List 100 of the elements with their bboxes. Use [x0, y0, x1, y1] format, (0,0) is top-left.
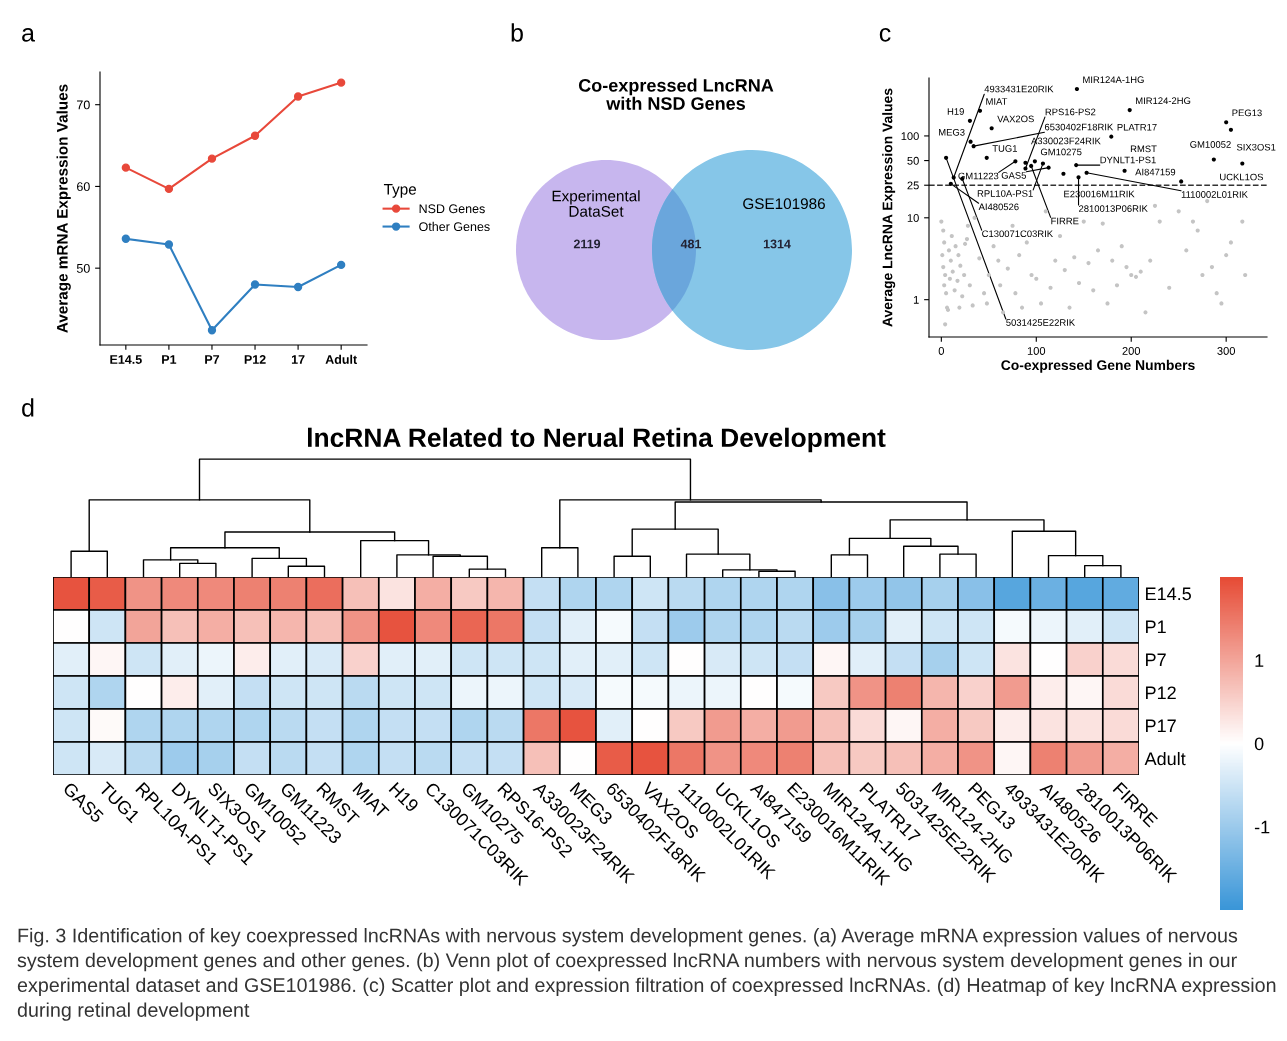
point: [977, 108, 983, 113]
annotation: 5031425E22RIK: [1006, 319, 1076, 326]
y-axis-title: Average mRNA Expression Values: [56, 84, 71, 333]
text: b: [511, 23, 523, 42]
point: [1074, 163, 1079, 168]
annotation: AI847159: [1135, 168, 1176, 176]
data-label: 1314: [763, 239, 791, 249]
point: [989, 126, 994, 131]
legend-title: Type: [383, 184, 417, 198]
y-axis-title: Average LncRNA Expression Values: [882, 88, 896, 327]
point: [207, 154, 217, 163]
point: [207, 326, 217, 335]
annotation: 4933431E20RIK: [984, 85, 1054, 93]
text: d: [22, 398, 34, 417]
annotation: MEG3: [939, 128, 965, 136]
x-tick-label: H19: [388, 781, 420, 813]
y-tick-label: P17: [1146, 719, 1176, 733]
x-tick-label: 100: [1027, 347, 1046, 355]
annotation: PEG13: [1232, 109, 1262, 117]
annotation: MIR124A-1HG: [1083, 76, 1144, 83]
point: [336, 78, 346, 87]
annotation: 2810013P06RIK: [1079, 205, 1148, 212]
point: [1240, 161, 1245, 166]
annotation: 6530402F18RIK: [1044, 123, 1114, 131]
y-tick-label: 50: [907, 156, 919, 165]
point: [1224, 120, 1229, 125]
point: [1109, 134, 1114, 139]
point: [1076, 175, 1081, 180]
annotation: VAX2OS: [997, 115, 1034, 123]
x-axis-title: Co-expressed Gene Numbers: [1001, 359, 1195, 373]
y-tick-label: 70: [77, 100, 90, 110]
x-tick-label: E14.5: [110, 355, 142, 364]
chart-title: lncRNA Related to Nerual Retina Development: [308, 427, 886, 453]
y-tick-label: 25: [907, 181, 919, 190]
y-tick-label: 60: [77, 182, 90, 192]
annotation: UCKL1OS: [1220, 173, 1264, 181]
text: Co-expressed LncRNA with NSD Genes: [578, 78, 774, 110]
annotation: RPL10A-PS1: [977, 190, 1033, 197]
category-label: Experimental DataSet: [552, 190, 640, 217]
point: [1074, 86, 1080, 92]
point: [1040, 161, 1046, 166]
x-tick-label: 300: [1217, 347, 1236, 355]
point: [1127, 107, 1132, 113]
point: [293, 92, 303, 101]
y-tick-label: 10: [907, 214, 919, 222]
point: [164, 240, 174, 249]
point: [250, 131, 260, 140]
point: [121, 163, 131, 172]
annotation: PLATR17: [1117, 124, 1157, 131]
annotation: FIRRE: [1051, 217, 1079, 225]
annotation: MIR124-2HG: [1136, 97, 1191, 105]
point: [1032, 159, 1037, 164]
annotation: GM10275: [1040, 148, 1082, 156]
annotation: GAS5: [1001, 172, 1027, 179]
x-tick-label: 200: [1122, 347, 1141, 355]
x-tick-label: P7: [205, 355, 220, 364]
data-label: 2119: [573, 239, 601, 249]
annotation: SIX3OS1: [1236, 143, 1276, 151]
color-bar-label: -1: [1254, 820, 1270, 834]
legend-label: NSD Genes: [419, 204, 485, 214]
point: [1179, 179, 1184, 184]
point: [164, 184, 174, 194]
point: [336, 260, 346, 270]
color-bar-label: 1: [1255, 654, 1264, 667]
annotation: AI480526: [978, 203, 1019, 211]
point: [121, 234, 131, 243]
legend-label: Other Genes: [419, 221, 490, 232]
point: [971, 144, 976, 149]
annotation: C130071C03RIK: [982, 230, 1053, 238]
annotation: RMST: [1130, 145, 1157, 153]
point: [1023, 160, 1028, 165]
annotation: H19: [947, 108, 964, 115]
point: [967, 118, 972, 123]
annotation: DYNLT1-PS1: [1100, 156, 1156, 164]
point: [250, 280, 260, 289]
point: [1023, 166, 1028, 171]
annotation: TUG1: [992, 145, 1018, 152]
point: [984, 155, 989, 160]
y-tick-label: P12: [1146, 686, 1176, 700]
annotation: RPS16-PS2: [1045, 108, 1096, 116]
y-tick-label: P7: [1146, 653, 1166, 667]
x-tick-label: 17: [291, 355, 305, 364]
y-tick-label: 50: [76, 263, 90, 273]
color-bar-label: 0: [1254, 737, 1264, 751]
annotation: GM11223: [958, 172, 999, 180]
category-label: GSE101986: [743, 198, 825, 210]
x-tick-label: P12: [244, 355, 266, 364]
point: [948, 181, 953, 186]
point: [944, 155, 949, 160]
x-tick-label: Adult: [325, 354, 357, 364]
y-tick-label: 1: [913, 296, 919, 304]
text: c: [879, 28, 891, 42]
x-tick-label: 0: [938, 347, 944, 355]
annotation: 1110002L01RIK: [1181, 191, 1248, 198]
caption: Fig. 3 Identification of key coexpressed lncRNAs with nervous system development genes. (a) Average mRNA expression values of nervous system development genes and other genes. (b) Venn plot of coexpressed lncRNA numbers with nervous system development genes in our experimental dataset and GSE101986. (c) Scatter plot and expression filtration of coexpressed lncRNAs. (d) Heatmap of key lncRNA expression during retinal development: [17, 928, 1276, 1021]
y-tick-label: Adult: [1144, 751, 1186, 766]
point: [1084, 170, 1089, 175]
y-tick-label: E14.5: [1146, 587, 1191, 601]
point: [1228, 127, 1233, 132]
annotation: GM10052: [1190, 141, 1231, 148]
